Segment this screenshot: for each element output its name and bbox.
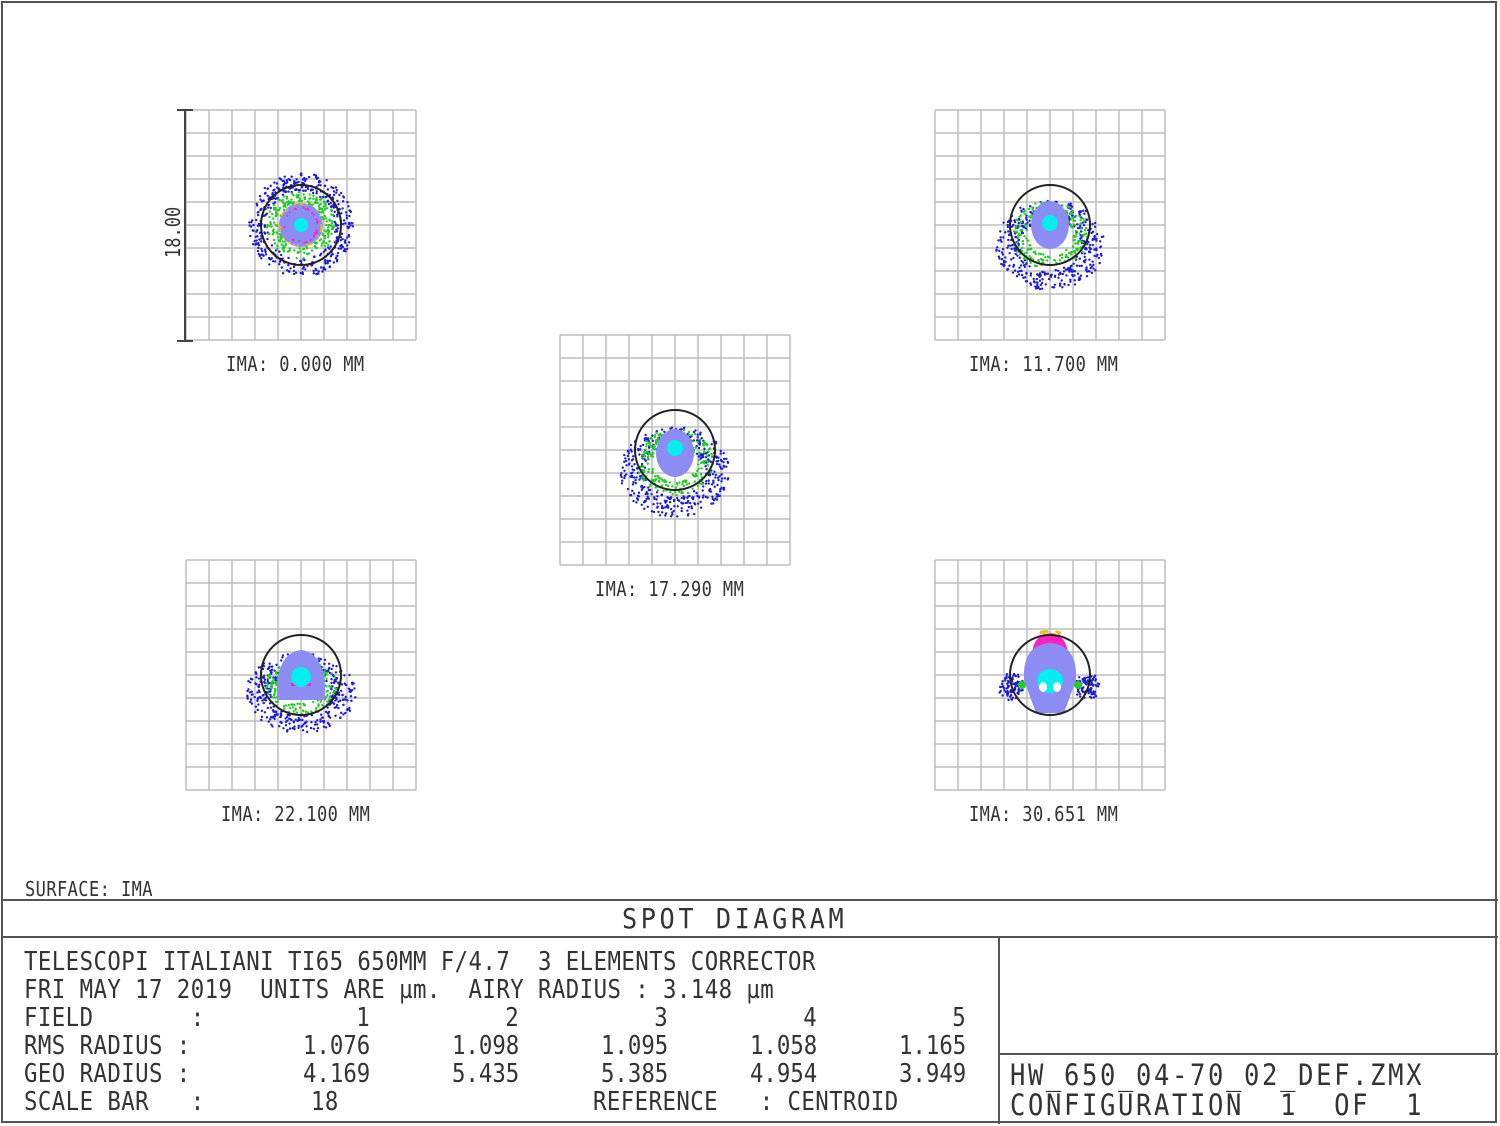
geo-row-label: GEO RADIUS : — [24, 1059, 191, 1089]
geo-value-4: 4.954 — [749, 1059, 817, 1089]
rms-value-2: 1.098 — [451, 1031, 519, 1061]
reference-label: REFERENCE : CENTROID — [593, 1087, 899, 1117]
fields-value-3: 3 — [654, 1003, 668, 1033]
footer-top-rule — [1, 899, 1498, 901]
filename-top-rule — [998, 1053, 1498, 1055]
field-label-1: IMA: 0.000 MM — [226, 352, 365, 376]
geo-value-1: 4.169 — [302, 1059, 370, 1089]
field-label-2: IMA: 11.700 MM — [969, 352, 1119, 376]
scale-row-label: SCALE BAR : — [24, 1087, 205, 1117]
fields-value-4: 4 — [803, 1003, 817, 1033]
surface-label: SURFACE: IMA — [25, 877, 153, 901]
scale-bar-label: 18.00 — [161, 206, 185, 258]
field-row-label: FIELD : — [24, 1003, 205, 1033]
rms-value-1: 1.076 — [302, 1031, 370, 1061]
footer-line-1: TELESCOPI ITALIANI TI65 650MM F/4.7 3 EL… — [24, 947, 816, 977]
geo-value-2: 5.435 — [451, 1059, 519, 1089]
geo-value-3: 5.385 — [600, 1059, 668, 1089]
spot-plot-3 — [559, 334, 791, 566]
geo-value-5: 3.949 — [898, 1059, 966, 1089]
field-label-4: IMA: 22.100 MM — [221, 802, 371, 826]
title-bottom-rule — [1, 936, 1498, 938]
fields-value-5: 5 — [952, 1003, 966, 1033]
scale-bar-value: 18 — [311, 1087, 339, 1117]
scale-bar-cap-top — [177, 109, 193, 111]
rms-value-5: 1.165 — [898, 1031, 966, 1061]
spot-plot-1 — [185, 109, 417, 341]
scale-bar-cap-bottom — [177, 340, 193, 342]
spot-plot-4 — [185, 559, 417, 791]
footer-line-2: FRI MAY 17 2019 UNITS ARE µm. AIRY RADIU… — [24, 975, 775, 1005]
rms-value-4: 1.058 — [749, 1031, 817, 1061]
spot-plot-2 — [934, 109, 1166, 341]
footer-divider — [998, 936, 1000, 1124]
configuration-label: CONFIGURATION 1 OF 1 — [1010, 1088, 1425, 1122]
rms-value-3: 1.095 — [600, 1031, 668, 1061]
diagram-title: SPOT DIAGRAM — [622, 902, 848, 935]
rms-row-label: RMS RADIUS : — [24, 1031, 191, 1061]
spot-plot-5 — [934, 559, 1166, 791]
field-label-3: IMA: 17.290 MM — [595, 577, 745, 601]
spot-diagram-plots — [185, 109, 1166, 791]
zmx-filename: HW_650_04-70_02_DEF.ZMX — [1010, 1058, 1425, 1092]
fields-value-1: 1 — [356, 1003, 370, 1033]
field-label-5: IMA: 30.651 MM — [969, 802, 1119, 826]
scale-bar — [184, 110, 186, 341]
fields-value-2: 2 — [505, 1003, 519, 1033]
